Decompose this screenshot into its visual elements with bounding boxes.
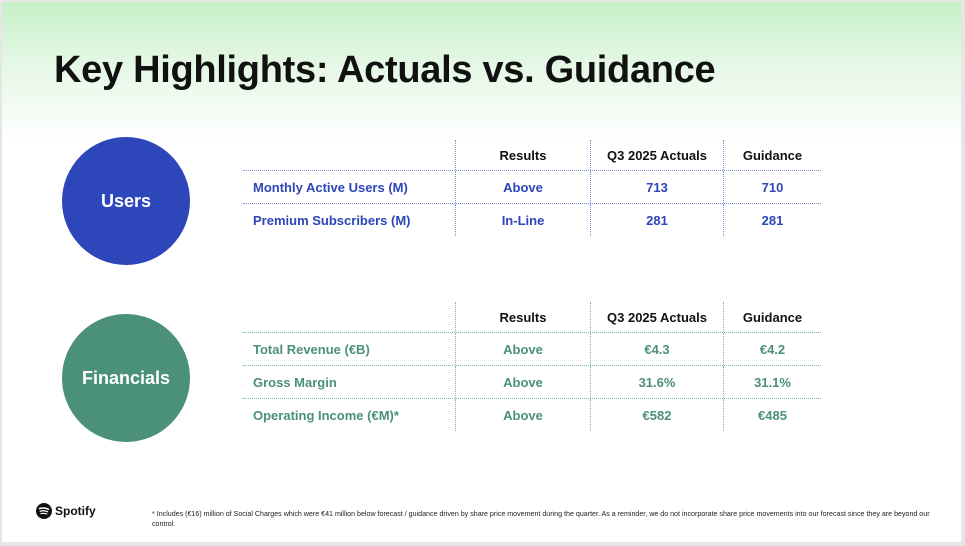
spotify-logo: Spotify xyxy=(36,503,96,519)
table-header-row: Results Q3 2025 Actuals Guidance xyxy=(243,302,821,332)
header-guidance: Guidance xyxy=(723,140,821,170)
actual-value: €582 xyxy=(590,399,723,431)
metric-name: Operating Income (€M)* xyxy=(253,407,399,423)
metric-name: Monthly Active Users (M) xyxy=(253,179,408,195)
spotify-logo-icon xyxy=(36,503,52,519)
guidance-value: 281 xyxy=(723,204,821,236)
header-metric xyxy=(243,140,455,170)
actual-value: 281 xyxy=(590,204,723,236)
actual-value: €4.3 xyxy=(590,333,723,365)
header-actuals: Q3 2025 Actuals xyxy=(590,302,723,332)
table-row: Gross Margin Above 31.6% 31.1% xyxy=(243,365,821,398)
metric-name: Gross Margin xyxy=(253,374,337,390)
metric-name: Premium Subscribers (M) xyxy=(253,212,411,228)
table-row: Premium Subscribers (M) In-Line 281 281 xyxy=(243,203,821,236)
financials-table: Results Q3 2025 Actuals Guidance Total R… xyxy=(243,302,821,431)
result-value: In-Line xyxy=(455,204,590,236)
guidance-value: €485 xyxy=(723,399,821,431)
users-table: Results Q3 2025 Actuals Guidance Monthly… xyxy=(243,140,821,236)
header-metric xyxy=(243,302,455,332)
guidance-value: €4.2 xyxy=(723,333,821,365)
actual-value: 713 xyxy=(590,171,723,203)
header-guidance: Guidance xyxy=(723,302,821,332)
table-header-row: Results Q3 2025 Actuals Guidance xyxy=(243,140,821,170)
users-section-label: Users xyxy=(100,190,152,211)
result-value: Above xyxy=(455,333,590,365)
table-row: Total Revenue (€B) Above €4.3 €4.2 xyxy=(243,332,821,365)
spotify-logo-text: Spotify xyxy=(55,504,96,518)
guidance-value: 31.1% xyxy=(723,366,821,398)
table-row: Monthly Active Users (M) Above 713 710 xyxy=(243,170,821,203)
table-row: Operating Income (€M)* Above €582 €485 xyxy=(243,398,821,431)
guidance-value: 710 xyxy=(723,171,821,203)
header-actuals: Q3 2025 Actuals xyxy=(590,140,723,170)
actual-value: 31.6% xyxy=(590,366,723,398)
footnote: * Includes (€16) million of Social Charg… xyxy=(152,510,930,528)
page-title: Key Highlights: Actuals vs. Guidance xyxy=(54,49,716,91)
financials-section-badge: Financials xyxy=(62,314,190,442)
financials-section-label: Financials xyxy=(81,367,171,388)
result-value: Above xyxy=(455,366,590,398)
header-results: Results xyxy=(455,140,590,170)
users-section-badge: Users xyxy=(62,137,190,265)
metric-name: Total Revenue (€B) xyxy=(253,341,370,357)
result-value: Above xyxy=(455,399,590,431)
header-results: Results xyxy=(455,302,590,332)
result-value: Above xyxy=(455,171,590,203)
